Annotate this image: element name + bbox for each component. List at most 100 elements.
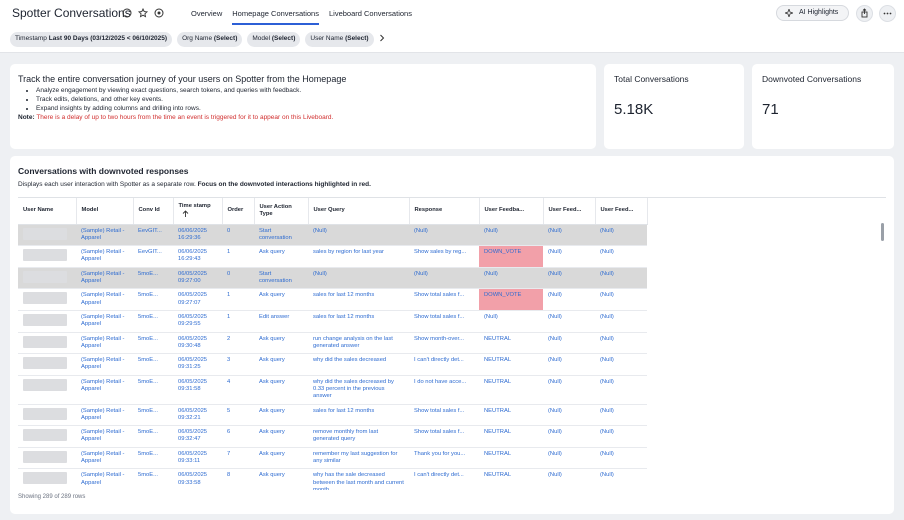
star-icon[interactable] [137, 8, 149, 18]
cell-text: 06/05/2025 09:30:48 [178, 335, 208, 349]
table-row[interactable]: (Sample) Retail - Apparel EevGIT... 06/06/… [18, 245, 647, 268]
cell-text: 7 [227, 450, 231, 457]
table-cell: Show total sales f... [409, 404, 479, 427]
table-cell: Ask query [254, 447, 308, 470]
table-row[interactable]: (Sample) Retail - Apparel 5moE... 06/05/20… [18, 267, 647, 290]
column-label: Conv Id [138, 207, 160, 214]
table-row[interactable]: (Sample) Retail - Apparel 5moE... 06/05/20… [18, 425, 647, 448]
table-row[interactable]: (Sample) Retail - Apparel 5moE... 06/05/20… [18, 353, 647, 376]
tab[interactable]: Liveboard Conversations [328, 9, 412, 18]
table-cell [18, 267, 76, 290]
cell-text: Ask query [259, 429, 285, 436]
scrollbar[interactable] [881, 223, 884, 241]
kpi-value: 71 [762, 101, 779, 118]
filter-value: Last 90 Days (03/12/2025 < 06/10/2025) [48, 35, 168, 42]
description-bold: Focus on the downvoted interactions high… [197, 181, 371, 188]
filter-chip[interactable]: Model (Select) [247, 32, 301, 47]
tab[interactable]: Overview [191, 9, 223, 18]
column-header[interactable]: User Feed... [595, 198, 648, 225]
table-cell: Edit answer [254, 310, 308, 333]
table-row[interactable]: (Sample) Retail - Apparel 5moE... 06/05/20… [18, 310, 647, 333]
table-row[interactable]: (Sample) Retail - Apparel 5moE... 06/05/20… [18, 288, 647, 311]
table-cell: (Null) [543, 332, 595, 355]
table-row[interactable]: (Sample) Retail - Apparel 5moE... 06/05/20… [18, 332, 647, 355]
table-cell: (Null) [595, 288, 647, 311]
table-cell: (Sample) Retail - Apparel [76, 310, 133, 333]
column-header[interactable]: Time stamp [173, 198, 223, 225]
table-row[interactable]: (Sample) Retail - Apparel EevGIT... 06/06/… [18, 224, 647, 247]
column-header[interactable]: Model [76, 198, 134, 225]
table-cell: Start conversation [254, 267, 308, 290]
cell-text: 1 [227, 249, 231, 256]
table-cell: Ask query [254, 288, 308, 311]
table-cell: Show total sales f... [409, 288, 479, 311]
filter-chip[interactable]: Org Name (Select) [177, 32, 243, 47]
cell-text: Ask query [259, 292, 285, 299]
column-header[interactable]: User Name [18, 198, 77, 225]
cell-text: (Null) [600, 472, 614, 479]
liveboard-icon[interactable] [154, 8, 164, 18]
more-button[interactable] [879, 5, 896, 22]
column-header[interactable]: Conv Id [133, 198, 174, 225]
redacted-user [23, 429, 67, 442]
table-cell: (Null) [595, 245, 647, 268]
table-cell: (Sample) Retail - Apparel [76, 353, 133, 376]
table-cell: 0 [222, 224, 254, 247]
cell-text: (Null) [548, 378, 562, 385]
column-header[interactable]: User Feedba... [479, 198, 544, 225]
filter-scroll[interactable] [379, 32, 385, 47]
table-cell: (Null) [543, 404, 595, 427]
title-icons [122, 8, 164, 18]
redacted-user [23, 335, 67, 348]
cell-text: 06/05/2025 09:33:58 [178, 472, 208, 486]
filter-value: (Select) [345, 35, 369, 42]
cell-text: EevGIT... [138, 249, 162, 256]
table-cell: (Null) [543, 245, 595, 268]
table-row[interactable]: (Sample) Retail - Apparel 5moE... 06/05/20… [18, 468, 647, 490]
row-count: Showing 289 of 289 rows [18, 494, 86, 500]
table-cell: 06/05/2025 09:33:58 [173, 468, 222, 490]
info-icon[interactable] [122, 8, 132, 18]
table-row[interactable]: (Sample) Retail - Apparel 5moE... 06/05/20… [18, 375, 647, 405]
cell-text: 1 [227, 292, 231, 299]
column-header[interactable]: Order [222, 198, 255, 225]
share-button[interactable] [856, 5, 873, 22]
cell-text: Show total sales f... [414, 429, 465, 436]
chevron-icon [379, 34, 384, 42]
table-cell [18, 468, 76, 490]
column-header[interactable]: User Action Type [254, 198, 309, 225]
filter-chip[interactable]: User Name (Select) [305, 32, 374, 47]
table-row[interactable]: (Sample) Retail - Apparel 5moE... 06/05/20… [18, 404, 647, 427]
filter-chip[interactable]: Timestamp Last 90 Days (03/12/2025 < 06/… [10, 32, 173, 47]
tabs: Overview Homepage Conversations Liveboard … [191, 9, 412, 25]
cell-text: 5 [227, 407, 231, 414]
table-cell [18, 332, 76, 355]
table-cell: NEUTRAL [479, 353, 543, 376]
header-row: User Name Model Conv Id Time stamp Order User… [18, 198, 648, 225]
cell-text: 06/05/2025 09:29:55 [178, 313, 208, 328]
cell-text: (Sample) Retail - Apparel [81, 450, 125, 465]
table-cell: Ask query [254, 468, 308, 490]
cell-text: (Null) [600, 227, 614, 234]
table-cell: 0 [222, 267, 254, 290]
cell-text: NEUTRAL [484, 450, 512, 457]
table-row[interactable]: (Sample) Retail - Apparel 5moE... 06/05/20… [18, 447, 647, 470]
bullet: Track edits, deletions, and other key ev… [36, 95, 588, 104]
column-header[interactable]: User Query [308, 198, 410, 225]
more-icon [883, 12, 892, 15]
ai-highlights-button[interactable]: AI Highlights [776, 5, 849, 21]
table-cell: (Sample) Retail - Apparel [76, 468, 133, 490]
cell-text: NEUTRAL [484, 357, 512, 364]
table-cell: 06/05/2025 09:29:55 [173, 310, 222, 333]
kpi-title: Total Conversations [614, 74, 689, 84]
column-header[interactable]: User Feed... [543, 198, 596, 225]
cell-text: (Null) [548, 227, 562, 234]
tab[interactable]: Homepage Conversations [232, 9, 319, 25]
column-header[interactable]: Response [409, 198, 480, 225]
kpi-card: Total Conversations 5.18K [604, 64, 744, 149]
cell-text: Start conversation [259, 270, 292, 285]
cell-text: (Null) [600, 450, 614, 457]
table-cell: EevGIT... [133, 224, 173, 247]
table-cell: (Null) [543, 288, 595, 311]
